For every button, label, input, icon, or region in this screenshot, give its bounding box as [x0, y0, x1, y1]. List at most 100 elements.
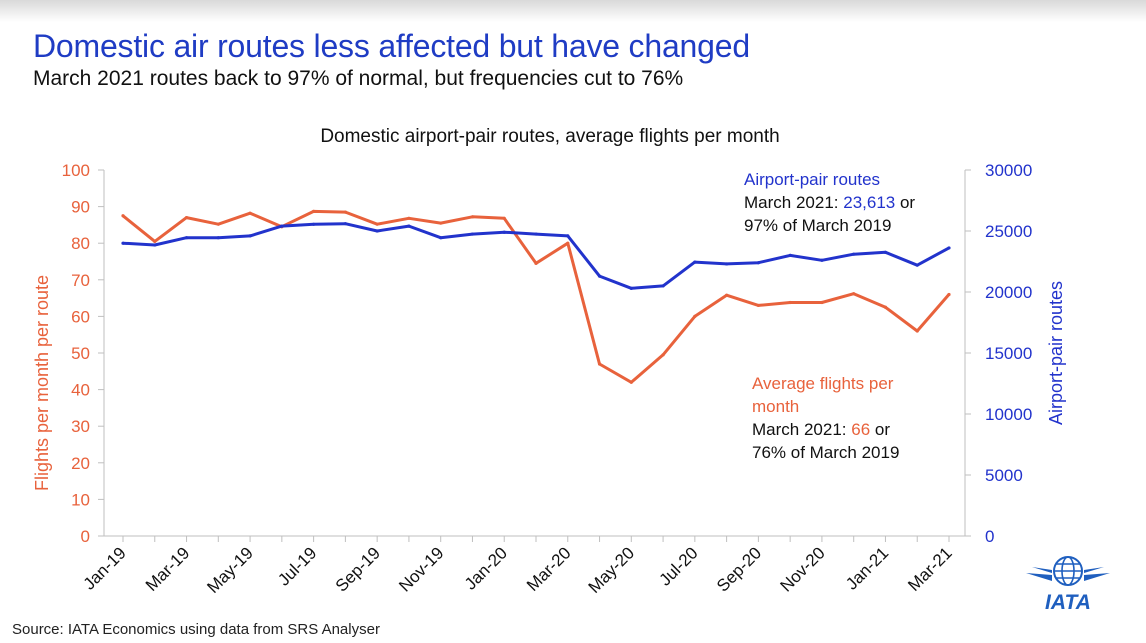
y-left-tick-label: 90	[71, 198, 90, 217]
annotation-flights-line1_value: 66	[851, 420, 870, 439]
annotation-routes-line1_suffix: or	[895, 193, 915, 212]
data-point-flights	[121, 214, 125, 218]
y-right-tick-label: 5000	[985, 466, 1023, 485]
data-point-flights	[248, 211, 252, 215]
x-tick-label: Jan-19	[80, 543, 130, 593]
data-point-flights	[661, 353, 665, 357]
y-left-tick-label: 30	[71, 417, 90, 436]
data-point-routes	[915, 263, 919, 267]
data-point-flights	[693, 314, 697, 318]
data-point-routes	[502, 230, 506, 234]
data-point-routes	[756, 261, 760, 265]
logo-text: IATA	[1045, 591, 1091, 613]
data-point-routes	[470, 232, 475, 236]
x-tick-label: Jan-21	[842, 543, 892, 593]
data-point-flights	[312, 209, 316, 213]
data-point-routes	[248, 234, 252, 238]
data-point-flights	[534, 261, 538, 265]
y-left-tick-label: 100	[62, 161, 90, 180]
data-point-routes	[788, 253, 792, 257]
data-point-routes	[280, 224, 284, 228]
iata-logo: IATA	[1026, 556, 1110, 613]
y-left-tick-label: 80	[71, 234, 90, 253]
data-point-flights	[883, 305, 888, 309]
data-point-flights	[947, 292, 951, 297]
y-right-tick-label: 20000	[985, 283, 1032, 302]
data-point-routes	[725, 262, 729, 266]
y-right-tick-label: 25000	[985, 222, 1032, 241]
y-right-tick-label: 10000	[985, 405, 1032, 424]
data-point-flights	[407, 216, 411, 220]
data-point-routes	[216, 236, 220, 240]
data-point-routes	[439, 236, 443, 240]
y-right-tick-label: 30000	[985, 161, 1032, 180]
x-tick-label: Mar-21	[904, 543, 956, 595]
x-tick-label: Nov-19	[395, 543, 447, 595]
data-point-routes	[407, 224, 411, 228]
x-tick-label: Mar-20	[523, 543, 575, 595]
x-tick-label: Jan-20	[461, 543, 511, 593]
data-point-flights	[852, 292, 856, 296]
page-subtitle: March 2021 routes back to 97% of normal,…	[33, 67, 684, 90]
data-point-routes	[566, 234, 570, 238]
chart-title: Domestic airport-pair routes, average fl…	[320, 126, 780, 147]
data-point-flights	[153, 239, 157, 243]
data-point-routes	[184, 236, 189, 240]
y-left-tick-label: 70	[71, 271, 90, 290]
data-point-routes	[629, 286, 633, 290]
data-point-routes	[343, 222, 347, 226]
y-left-axis-title: Flights per month per route	[32, 275, 52, 491]
data-point-routes	[947, 246, 951, 250]
annotation-routes-line1_prefix: March 2021:	[744, 193, 843, 212]
data-point-routes	[121, 241, 125, 245]
y-right-tick-label: 0	[985, 527, 994, 546]
y-left-tick-label: 60	[71, 307, 90, 326]
x-tick-label: Jul-19	[274, 543, 320, 589]
data-point-flights	[788, 300, 792, 305]
data-point-routes	[852, 252, 856, 256]
data-point-flights	[184, 215, 189, 220]
data-point-routes	[693, 260, 697, 264]
y-right-axis-title: Airport-pair routes	[1046, 281, 1066, 425]
source-note: Source: IATA Economics using data from S…	[12, 621, 380, 638]
data-point-routes	[153, 243, 157, 247]
data-point-routes	[534, 232, 538, 236]
data-point-routes	[375, 229, 379, 233]
y-left-tick-label: 20	[71, 454, 90, 473]
data-point-flights	[502, 216, 506, 220]
data-point-flights	[470, 215, 475, 219]
data-point-flights	[629, 380, 633, 384]
x-tick-label: Mar-19	[142, 543, 194, 595]
data-point-routes	[312, 222, 316, 226]
y-left-tick-label: 0	[81, 527, 90, 546]
annotation-routes-line2: 97% of March 2019	[744, 216, 891, 235]
annotation-flights-line2: 76% of March 2019	[752, 443, 899, 462]
annotation-routes-heading: Airport-pair routes	[744, 170, 880, 189]
page-title: Domestic air routes less affected but ha…	[33, 28, 750, 64]
data-point-flights	[216, 222, 220, 226]
data-point-flights	[597, 362, 602, 366]
annotation-flights-heading-2: month	[752, 397, 799, 416]
data-point-flights	[375, 222, 379, 226]
annotation-routes-line1: March 2021: 23,613 or	[744, 193, 915, 212]
chart-axes: 0 10 20 30 40 50 60 70 80 90 100 0 5000 10000 15000 200…	[32, 161, 1066, 597]
data-point-flights	[756, 303, 760, 308]
data-point-flights	[915, 329, 919, 333]
annotation-flights-line1_prefix: March 2021:	[752, 420, 851, 439]
x-tick-label: May-20	[585, 543, 639, 597]
data-point-flights	[725, 293, 729, 297]
x-tick-label: Jul-20	[655, 543, 701, 589]
annotation-flights-line1: March 2021: 66 or	[752, 420, 890, 439]
data-point-flights	[439, 221, 443, 225]
x-tick-label: Sep-20	[713, 543, 765, 595]
data-point-flights	[343, 210, 347, 214]
data-point-routes	[661, 284, 665, 288]
data-point-flights	[566, 241, 570, 245]
annotation-flights-heading-1: Average flights per	[752, 374, 894, 393]
y-left-tick-label: 10	[71, 490, 90, 509]
top-shade	[0, 0, 1146, 22]
y-left-tick-label: 50	[71, 344, 90, 363]
annotation-routes-line1_value: 23,613	[843, 193, 895, 212]
data-point-flights	[820, 300, 824, 305]
